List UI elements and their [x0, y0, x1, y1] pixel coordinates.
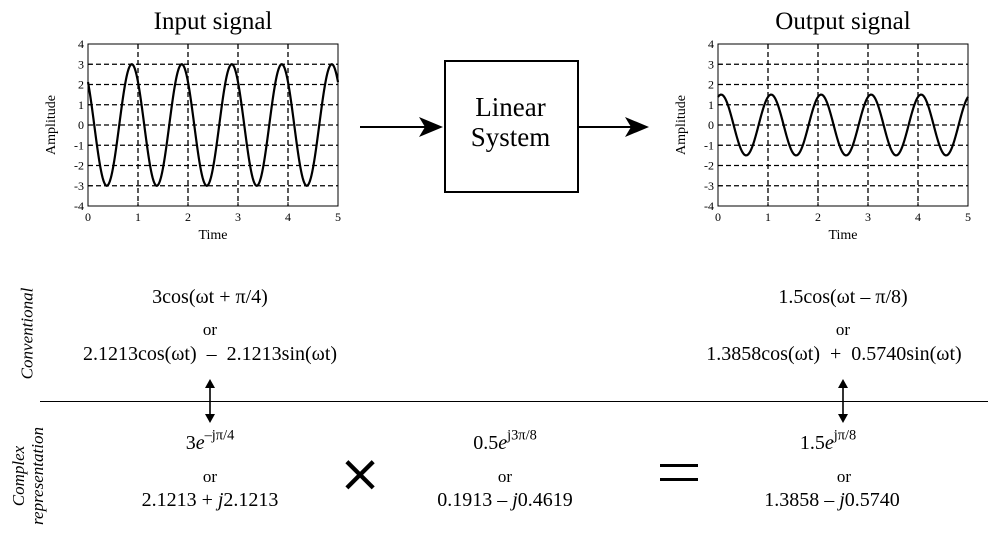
- complex-output-phasor: 1.5ejπ/8: [799, 427, 857, 454]
- output-chart-series-line-0: [717, 93, 969, 157]
- input-chart-xtick-label: 1: [135, 210, 141, 224]
- output-chart-ytick-label: 3: [708, 57, 714, 71]
- complex-system-phasor: 0.5ej3π/8: [473, 427, 537, 454]
- input-chart-xtick-label: 5: [335, 210, 341, 224]
- conventional-output-equation: 1.5cos(ωt – π/8): [778, 286, 908, 308]
- input-chart-ytick-label: 0: [78, 118, 84, 132]
- input-chart-ytick-label: -3: [74, 179, 84, 193]
- output-chart-ytick-label: -3: [704, 179, 714, 193]
- input-arrow: [360, 117, 443, 137]
- input-correspondence-arrow: [205, 379, 215, 423]
- output-chart-ytick-label: 2: [708, 78, 714, 92]
- complex-output-or: or: [836, 467, 852, 486]
- input-chart-xtick-label: 0: [85, 210, 91, 224]
- equals-symbol: [660, 462, 698, 486]
- input-chart-ytick-label: -4: [74, 199, 84, 213]
- output-chart-ytick-label: 4: [708, 38, 714, 51]
- input-chart-ytick-label: 4: [78, 38, 84, 51]
- complex-input-or: or: [202, 467, 218, 486]
- input-signal-title: Input signal: [153, 8, 273, 35]
- complex-input-rectangular: 2.1213 + j2.1213: [141, 489, 279, 511]
- complex-system-or: or: [497, 467, 513, 486]
- output-chart-xtick-label: 4: [915, 210, 921, 224]
- conventional-input-or: or: [202, 320, 218, 339]
- output-chart-ytick-label: -1: [704, 138, 714, 152]
- input-chart-xtick-label: 4: [285, 210, 291, 224]
- input-chart-xtick-label: 2: [185, 210, 191, 224]
- input-chart-ytick-label: 2: [78, 78, 84, 92]
- conventional-output-or: or: [835, 320, 851, 339]
- system-block-diagram: [360, 60, 649, 193]
- input-chart-ytick-label: -1: [74, 138, 84, 152]
- output-chart-ytick-label: 1: [708, 98, 714, 112]
- conventional-input-equation: 3cos(ωt + π/4): [152, 286, 268, 308]
- output-chart-x-axis-label: Time: [828, 228, 857, 243]
- output-correspondence-arrow: [838, 379, 848, 423]
- input-chart-ytick-label: -2: [74, 159, 84, 173]
- conventional-input-expanded: 2.1213cos(ωt) – 2.1213sin(ωt): [82, 343, 338, 365]
- output-chart-xtick-label: 1: [765, 210, 771, 224]
- output-arrow: [578, 117, 649, 137]
- input-chart-ytick-label: 3: [78, 57, 84, 71]
- input-chart-x-axis-label: Time: [198, 228, 227, 243]
- complex-output-rectangular: 1.3858 – j0.5740: [764, 489, 900, 511]
- output-chart-ytick-label: -4: [704, 199, 714, 213]
- input-chart-y-axis-label: Amplitude: [44, 95, 59, 155]
- linear-system-box: [444, 60, 579, 193]
- input-chart-xtick-label: 3: [235, 210, 241, 224]
- complex-label-line2: representation: [28, 427, 47, 525]
- conventional-label: Conventional: [17, 287, 37, 380]
- output-chart-xtick-label: 3: [865, 210, 871, 224]
- conventional-output-expanded: 1.3858cos(ωt) + 0.5740sin(ωt): [706, 343, 962, 365]
- input-chart-plot-frame: [87, 43, 339, 207]
- linear-system-label: Linear System: [446, 92, 575, 152]
- output-chart-xtick-label: 5: [965, 210, 971, 224]
- linear-system-label-line2: System: [470, 122, 551, 152]
- multiply-symbol: ×: [338, 444, 382, 504]
- section-divider: [40, 401, 988, 402]
- linear-system-label-line1: Linear: [475, 92, 546, 122]
- output-chart-ytick-label: -2: [704, 159, 714, 173]
- output-chart-xtick-label: 2: [815, 210, 821, 224]
- output-chart-xtick-label: 0: [715, 210, 721, 224]
- complex-system-rectangular: 0.1913 – j0.4619: [437, 489, 573, 511]
- output-chart-ytick-label: 0: [708, 118, 714, 132]
- complex-input-phasor: 3e–jπ/4: [185, 427, 235, 454]
- complex-representation-label: Complex representation: [9, 416, 49, 536]
- input-chart-ytick-label: 1: [78, 98, 84, 112]
- output-chart-y-axis-label: Amplitude: [674, 95, 689, 155]
- output-chart-plot-frame: [717, 43, 969, 207]
- complex-label-line1: Complex: [9, 445, 28, 507]
- input-chart-series-line-0: [86, 63, 340, 187]
- output-signal-title: Output signal: [775, 8, 911, 35]
